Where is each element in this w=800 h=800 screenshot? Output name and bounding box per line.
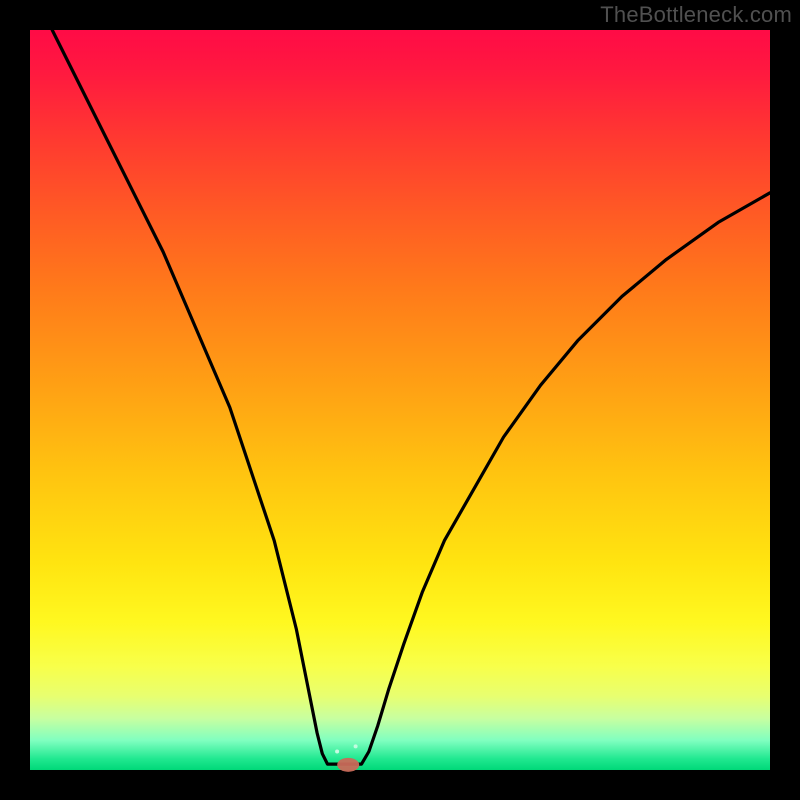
sparkle-0 [335, 750, 339, 754]
optimum-marker [337, 758, 359, 772]
sparkle-1 [354, 744, 358, 748]
watermark-text: TheBottleneck.com [600, 2, 792, 28]
bottleneck-chart [0, 0, 800, 800]
chart-container: TheBottleneck.com [0, 0, 800, 800]
